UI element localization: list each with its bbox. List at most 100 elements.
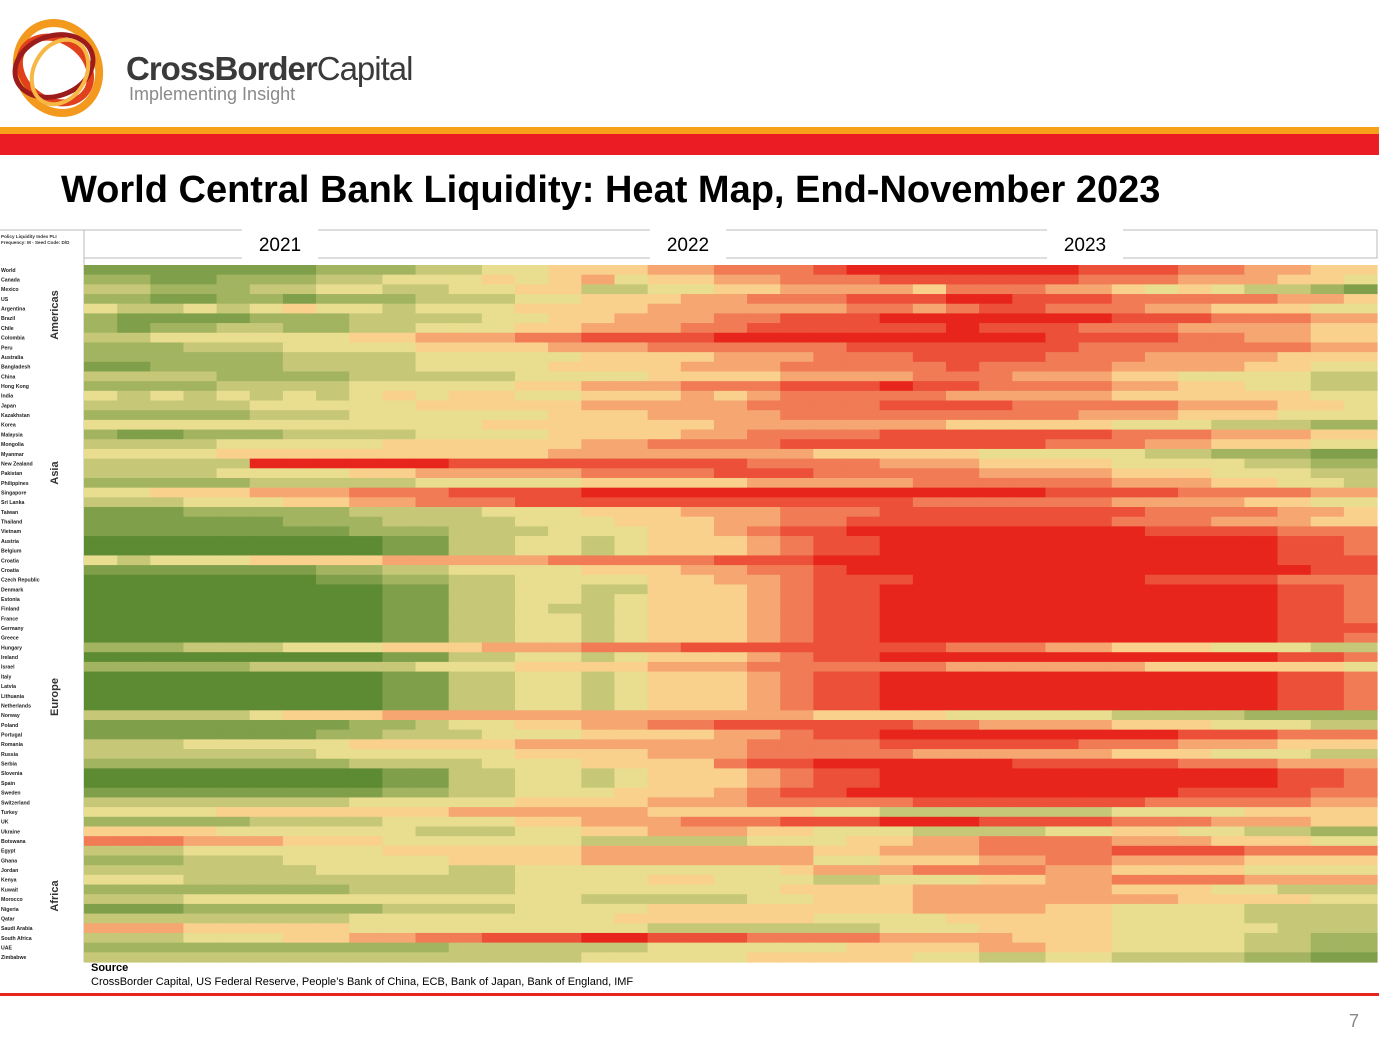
- heat-cell: [1078, 439, 1113, 450]
- orange-band: [0, 127, 1379, 134]
- heat-cell: [183, 826, 218, 837]
- heat-cell: [1012, 690, 1047, 702]
- heat-cell: [282, 294, 317, 305]
- heat-cell: [249, 661, 284, 673]
- heat-cell: [1012, 555, 1047, 566]
- heat-cell: [349, 826, 383, 837]
- heat-cell: [1244, 729, 1279, 740]
- heat-cell: [713, 390, 748, 402]
- heat-cell: [879, 816, 914, 828]
- heat-cell: [117, 468, 151, 479]
- heat-cell: [1343, 719, 1378, 731]
- heat-cell: [614, 836, 649, 847]
- row-label: Brazil: [1, 316, 16, 322]
- heat-cell: [1111, 932, 1146, 944]
- heat-cell: [1244, 690, 1279, 702]
- heat-cell: [780, 661, 814, 673]
- heat-cell: [813, 903, 848, 915]
- heat-cell: [216, 719, 251, 731]
- heat-cell: [316, 439, 350, 450]
- heat-cell: [647, 352, 682, 363]
- region-label: Asia: [49, 461, 61, 485]
- heat-cell: [1244, 758, 1279, 769]
- heat-cell: [316, 507, 350, 518]
- heat-cell: [382, 565, 417, 576]
- heat-cell: [1111, 352, 1146, 363]
- heat-cell: [614, 700, 649, 711]
- heat-cell: [1045, 739, 1080, 750]
- heat-cell: [150, 410, 185, 421]
- heat-cell: [183, 729, 218, 740]
- heat-cell: [183, 507, 218, 518]
- heat-cell: [1012, 458, 1047, 469]
- heat-cell: [813, 942, 848, 953]
- heat-cell: [780, 758, 814, 769]
- heat-cell: [216, 323, 251, 334]
- heat-cell: [548, 545, 582, 557]
- heat-cell: [249, 323, 284, 334]
- heat-cell: [713, 497, 748, 508]
- heat-cell: [879, 458, 914, 469]
- heat-cell: [713, 274, 748, 285]
- heat-cell: [515, 613, 549, 624]
- heat-cell: [1178, 468, 1212, 479]
- heat-cell: [747, 352, 781, 363]
- heat-cell: [150, 913, 185, 924]
- heat-cell: [349, 352, 383, 363]
- heat-cell: [846, 284, 881, 295]
- heat-cell: [415, 816, 450, 828]
- heat-cell: [1244, 574, 1279, 586]
- heat-cell: [1045, 749, 1080, 760]
- heat-cell: [1211, 584, 1245, 595]
- heat-cell: [1277, 807, 1312, 818]
- heat-cell: [1078, 865, 1113, 876]
- heat-cell: [1045, 778, 1080, 789]
- heat-cell: [1078, 681, 1113, 692]
- heat-cell: [249, 497, 284, 508]
- heat-cell: [415, 797, 450, 808]
- heat-cell: [117, 516, 151, 527]
- heat-cell: [747, 477, 781, 489]
- heat-cell: [282, 487, 317, 498]
- heat-cell: [1310, 903, 1345, 915]
- heat-cell: [1144, 632, 1179, 644]
- heat-cell: [548, 690, 582, 702]
- heat-cell: [1310, 690, 1345, 702]
- heat-cell: [747, 419, 781, 431]
- heat-cell: [912, 749, 947, 760]
- heat-cell: [747, 894, 781, 905]
- heat-cell: [713, 458, 748, 469]
- heat-cell: [282, 816, 317, 828]
- row-label: Qatar: [1, 916, 15, 922]
- heat-cell: [1310, 400, 1345, 411]
- heat-cell: [780, 487, 814, 498]
- heat-cell: [581, 594, 616, 605]
- heat-cell: [84, 652, 118, 663]
- heat-cell: [548, 487, 582, 498]
- heat-cell: [150, 390, 185, 402]
- heat-cell: [117, 932, 151, 944]
- heat-cell: [1144, 758, 1179, 769]
- heat-cell: [979, 913, 1013, 924]
- heat-cell: [614, 845, 649, 857]
- heat-cell: [84, 690, 118, 702]
- heat-cell: [548, 903, 582, 915]
- heat-cell: [747, 487, 781, 498]
- heat-cell: [1012, 477, 1047, 489]
- heat-cell: [216, 361, 251, 373]
- heat-cell: [349, 816, 383, 828]
- heat-cell: [912, 448, 947, 460]
- heat-cell: [382, 274, 417, 285]
- heat-cell: [316, 603, 350, 615]
- heat-cell: [1144, 613, 1179, 624]
- heat-cell: [349, 584, 383, 595]
- heat-cell: [1277, 749, 1312, 760]
- heat-cell: [581, 700, 616, 711]
- heat-cell: [515, 381, 549, 392]
- heat-cell: [680, 594, 715, 605]
- row-label: Zimbabwe: [1, 955, 26, 961]
- heat-cell: [216, 932, 251, 944]
- heat-cell: [1078, 710, 1113, 721]
- heat-cell: [680, 390, 715, 402]
- heat-cell: [117, 729, 151, 740]
